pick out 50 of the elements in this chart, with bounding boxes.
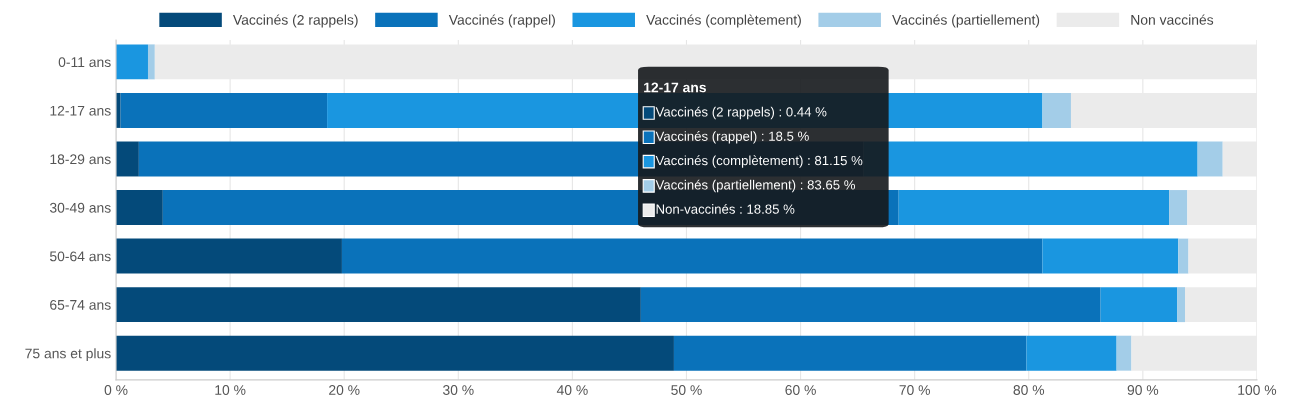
bar [1100, 287, 1178, 323]
bar [1197, 141, 1223, 177]
bar [1178, 238, 1189, 274]
bar [341, 238, 1043, 274]
y-tick-label: 18-29 ans [50, 154, 111, 165]
x-tick-label: 30 % [443, 385, 474, 395]
bar [1177, 287, 1186, 323]
x-tick-label: 0 % [104, 385, 128, 395]
bar [116, 287, 641, 323]
bar [673, 335, 1027, 371]
x-tick-label: 10 % [215, 385, 246, 395]
annotation: Vaccinés (2 rappels) : 0.44 % [655, 106, 827, 120]
x-tick-label: 60 % [785, 385, 816, 395]
bar [147, 44, 155, 80]
bar [1042, 238, 1179, 274]
y-tick-label: 75 ans et plus [25, 348, 111, 362]
annotation: Vaccinés (partiellement) : 83.65 % [655, 179, 856, 193]
y-tick-label: 0-11 ans [58, 57, 111, 68]
annotation: Non-vaccinés : 18.85 % [656, 203, 795, 214]
bar [1042, 92, 1071, 128]
bar [1169, 190, 1188, 226]
legend-label: Vaccinés (2 rappels) [232, 14, 358, 28]
bar [116, 335, 674, 371]
y-tick-label: 50-64 ans [49, 251, 111, 262]
x-tick-label: 20 % [329, 385, 360, 395]
y-tick-label: 12-17 ans [50, 105, 111, 116]
bar [116, 44, 148, 80]
bar [1116, 335, 1132, 371]
x-tick-label: 40 % [556, 385, 588, 395]
legend-label: Vaccinés (partiellement) [892, 14, 1040, 28]
legend-label: Vaccinés (complètement) [646, 14, 801, 28]
legend-label: Vaccinés (rappel) [448, 14, 555, 28]
annotation: Vaccinés (rappel) : 18.5 % [655, 131, 809, 144]
bar [116, 141, 139, 177]
x-tick-label: 90 % [1127, 385, 1159, 395]
x-tick-label: 80 % [1013, 385, 1045, 395]
bar [120, 92, 328, 128]
x-tick-label: 50 % [671, 385, 702, 395]
bar [1026, 335, 1117, 371]
bar [640, 287, 1101, 323]
bar [116, 238, 342, 274]
y-tick-label: 65-74 ans [50, 299, 111, 310]
x-tick-label: 70 % [899, 385, 930, 395]
bar [898, 190, 1170, 226]
x-tick-label: 100 % [1238, 385, 1277, 395]
bar [116, 190, 163, 226]
annotation: Vaccinés (complètement) : 81.15 % [655, 155, 863, 168]
y-tick-label: 30-49 ans [49, 202, 111, 213]
legend-label: Non vaccinés [1131, 14, 1214, 25]
annotation: 12-17 ans [644, 82, 706, 93]
